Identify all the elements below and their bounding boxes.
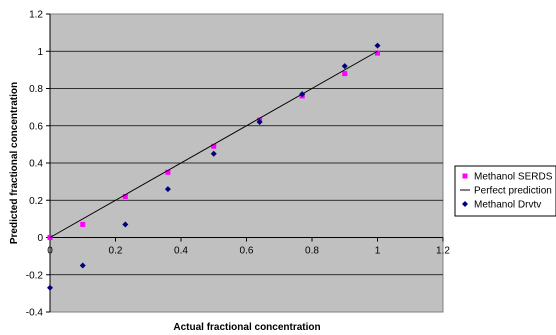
legend-label: Methanol SERDS (474, 172, 553, 183)
drvtv-point (256, 119, 263, 126)
y-tick-label: 0 (37, 233, 43, 244)
series-methanol-drvtv (47, 42, 381, 291)
y-tick-label: 0.8 (29, 84, 43, 95)
drvtv-point (122, 221, 129, 228)
x-tick-label: 0.4 (174, 246, 188, 257)
drvtv-point (164, 186, 171, 193)
serds-point (80, 221, 86, 227)
drvtv-point (210, 150, 217, 157)
x-tick-label: 0.2 (109, 246, 123, 257)
y-tick-label: 1 (37, 47, 43, 58)
x-axis-title: Actual fractional concentration (173, 322, 320, 333)
drvtv-point (374, 42, 381, 49)
legend-label: Methanol Drvtv (474, 200, 541, 211)
y-tick-label: -0.4 (26, 308, 44, 319)
serds-point (122, 194, 128, 200)
x-tick-labels: 0 0.2 0.4 0.6 0.8 1 1.2 (47, 246, 450, 257)
y-tick-label: 0.6 (29, 121, 43, 132)
series-perfect-prediction (49, 50, 378, 238)
y-tick-label: 0.4 (29, 159, 43, 170)
series-layer (47, 42, 381, 291)
legend-marker-swatch (462, 173, 468, 179)
serds-point (165, 169, 171, 175)
y-tick-label: 1.2 (29, 10, 43, 21)
x-tick-label: 0.6 (240, 246, 254, 257)
y-tick-label: -0.2 (26, 270, 44, 281)
serds-point (375, 50, 380, 56)
x-tick-label: 0.8 (305, 246, 319, 257)
legend: Methanol SERDS Perfect prediction Methanol… (454, 165, 556, 217)
x-tick-label: 1 (375, 246, 381, 257)
drvtv-point (47, 284, 53, 291)
serds-point (211, 143, 217, 149)
y-tick-label: 0.2 (29, 196, 43, 207)
drvtv-point (79, 262, 86, 269)
y-axis-title: Predicted fractional concentration (9, 82, 20, 244)
legend-marker-swatch (462, 201, 468, 207)
x-tick-label: 1.2 (436, 246, 450, 257)
legend-box (454, 165, 556, 217)
drvtv-point (341, 63, 348, 70)
serds-point (342, 71, 348, 77)
legend-label: Perfect prediction (474, 186, 552, 197)
drvtv-point (299, 91, 306, 98)
y-tick-labels: -0.4 -0.2 0 0.2 0.4 0.6 0.8 1 1.2 (26, 10, 44, 319)
x-tick-label: 0 (47, 246, 53, 257)
perfect-prediction-line (49, 50, 378, 238)
